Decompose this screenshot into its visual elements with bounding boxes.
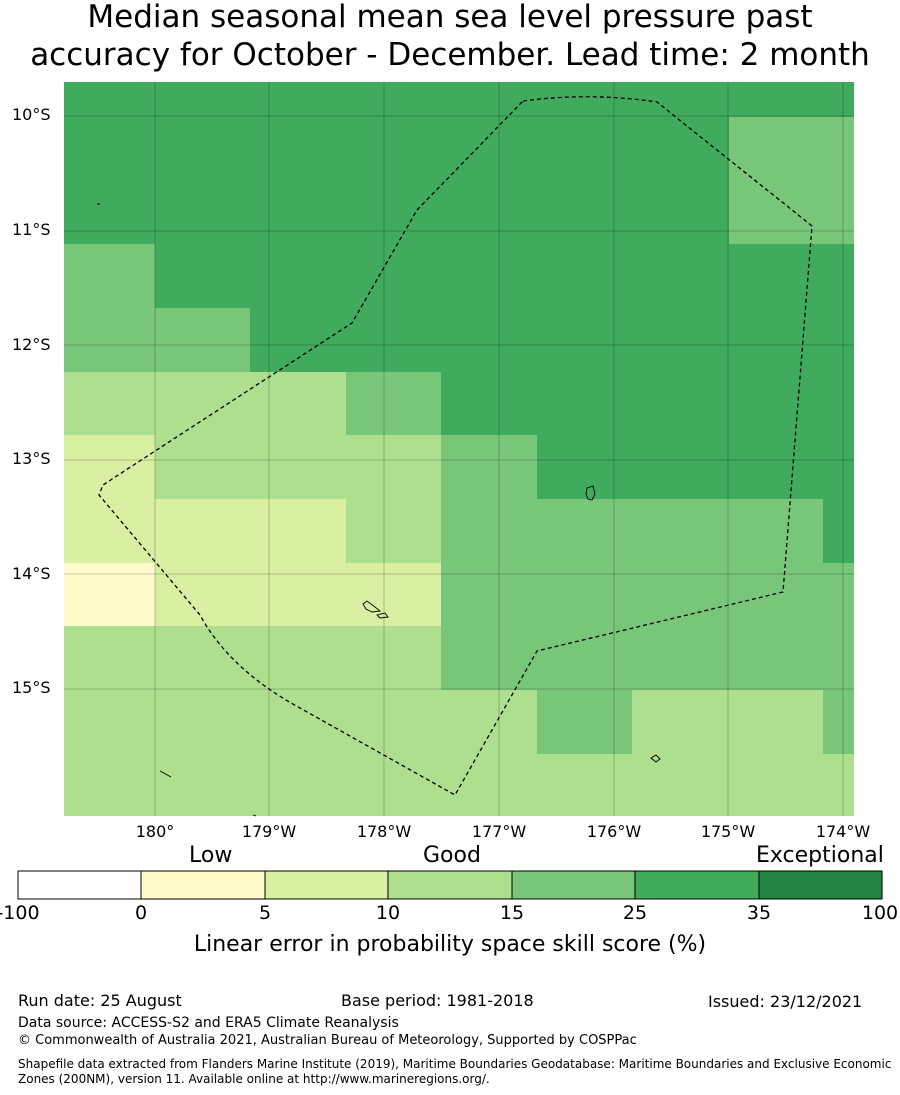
lon-label-174w: 174°W [815, 822, 871, 841]
colorbar-segment-6 [759, 871, 882, 899]
colorbar-tick: 0 [134, 902, 148, 924]
lon-label-177w: 177°W [471, 822, 527, 841]
lat-label-13s: 13°S [12, 449, 51, 468]
colorbar-segment-4 [512, 871, 635, 899]
island [376, 612, 389, 619]
colorbar-segment-5 [635, 871, 759, 899]
colorbar-label-good: Good [423, 843, 481, 868]
grid-cell [64, 435, 155, 563]
grid-cell [823, 690, 854, 754]
grid-cell [441, 499, 823, 563]
lat-label-15s: 15°S [12, 678, 51, 697]
data-source: Data source: ACCESS-S2 and ERA5 Climate … [18, 1015, 399, 1031]
grid-cell [537, 754, 632, 816]
grid-cell [64, 626, 441, 690]
lon-label-175w: 175°W [700, 822, 756, 841]
colorbar [17, 870, 883, 900]
lat-label-11s: 11°S [12, 220, 51, 239]
colorbar-tick: 10 [375, 902, 401, 924]
base-period: Base period: 1981-2018 [341, 991, 534, 1010]
grid-cell [441, 435, 537, 499]
grid-cell [64, 372, 346, 435]
issued-date: Issued: 23/12/2021 [708, 992, 863, 1011]
colorbar-segment-2 [265, 871, 388, 899]
colorbar-tick: -100 [0, 902, 40, 924]
eez-boundary [98, 96, 813, 796]
grid-cell [155, 435, 441, 499]
skill-grid [64, 82, 854, 816]
grid-cell [155, 499, 346, 563]
lon-label-179w: 179°W [241, 822, 297, 841]
island [159, 770, 172, 778]
grid-cell [64, 563, 155, 626]
shapefile-credit: Shapefile data extracted from Flanders M… [18, 1057, 892, 1086]
lon-label-176w: 176°W [586, 822, 642, 841]
grid-cell [64, 244, 155, 372]
lat-label-12s: 12°S [12, 335, 51, 354]
gridlines [64, 82, 854, 816]
lon-label-178w: 178°W [356, 822, 412, 841]
grid-cell [64, 690, 537, 816]
colorbar-title: Linear error in probability space skill … [193, 932, 707, 957]
colorbar-segment-3 [388, 871, 512, 899]
title-line-2: accuracy for October - December. Lead ti… [30, 37, 870, 73]
colorbar-tick: 100 [861, 902, 899, 924]
grid-cell [632, 690, 823, 816]
colorbar-segment-0 [18, 871, 141, 899]
grid-cell [729, 117, 854, 244]
colorbar-tick: 35 [746, 902, 772, 924]
grid-cell [441, 563, 854, 626]
colorbar-label-exceptional: Exceptional [756, 843, 884, 868]
island [585, 485, 596, 501]
colorbar-tick: 5 [258, 902, 272, 924]
grid-cell [155, 308, 250, 372]
grid-cell [823, 754, 854, 816]
lat-label-10s: 10°S [12, 105, 51, 124]
title-line-1: Median seasonal mean sea level pressure … [87, 0, 813, 35]
colorbar-tick: 15 [499, 902, 525, 924]
grid-cell [346, 372, 441, 435]
island [650, 754, 661, 763]
lat-label-14s: 14°S [12, 564, 51, 583]
colorbar-segment-1 [141, 871, 265, 899]
lon-label-180: 180° [135, 822, 175, 841]
run-date: Run date: 25 August [18, 991, 182, 1010]
grid-cell [155, 563, 441, 626]
grid-cell [441, 626, 854, 690]
islands [97, 203, 661, 817]
colorbar-label-low: Low [189, 843, 233, 868]
grid-cell [537, 690, 632, 754]
island [362, 600, 382, 613]
copyright: © Commonwealth of Australia 2021, Austra… [18, 1033, 637, 1048]
colorbar-tick: 25 [622, 902, 648, 924]
grid-cell [346, 499, 441, 563]
island [252, 814, 257, 817]
